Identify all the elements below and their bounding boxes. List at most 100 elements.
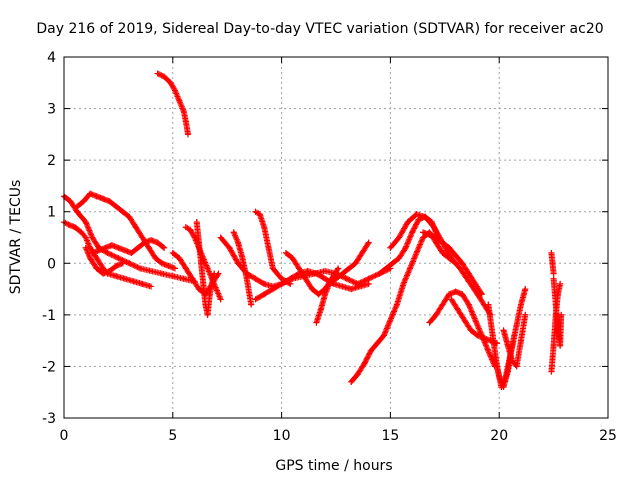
data-point — [387, 317, 394, 324]
data-point — [426, 319, 433, 326]
data-point — [348, 286, 355, 293]
data-point — [365, 239, 372, 246]
data-point — [119, 208, 126, 215]
data-point — [448, 296, 455, 303]
data-point — [269, 265, 276, 272]
data-point — [459, 291, 466, 298]
data-point — [154, 239, 161, 246]
data-point — [393, 301, 400, 308]
data-point — [406, 265, 413, 272]
data-point — [354, 371, 361, 378]
data-point — [211, 270, 218, 277]
data-point — [180, 275, 187, 282]
data-point — [348, 378, 355, 385]
data-point — [439, 301, 446, 308]
series-arc-15 — [313, 239, 372, 326]
data-point — [182, 224, 189, 231]
data-point — [100, 265, 107, 272]
data-point — [557, 342, 564, 349]
data-point — [113, 203, 120, 210]
data-point — [278, 275, 285, 282]
data-point — [154, 70, 161, 77]
data-point — [169, 273, 176, 280]
data-point — [376, 270, 383, 277]
data-point — [402, 244, 409, 251]
x-axis-label: GPS time / hours — [275, 458, 392, 474]
data-point — [430, 224, 437, 231]
data-point — [195, 239, 202, 246]
data-point — [409, 229, 416, 236]
series-markers — [387, 211, 494, 318]
data-point — [261, 224, 268, 231]
data-point — [322, 268, 329, 275]
data-point — [433, 311, 440, 318]
data-point — [89, 249, 96, 256]
data-point — [465, 301, 472, 308]
data-point — [552, 301, 559, 308]
data-point — [158, 270, 165, 277]
data-point — [256, 211, 263, 218]
data-point — [137, 265, 144, 272]
data-point — [517, 301, 524, 308]
data-point — [365, 280, 372, 287]
data-point — [446, 291, 453, 298]
data-point — [202, 301, 209, 308]
data-point — [82, 219, 89, 226]
series-arc-18 — [387, 211, 494, 318]
data-point — [71, 224, 78, 231]
x-tick-label: 15 — [381, 428, 399, 444]
data-point — [102, 244, 109, 251]
data-point — [113, 262, 120, 269]
data-point — [433, 239, 440, 246]
data-point — [161, 73, 168, 80]
data-point — [472, 317, 479, 324]
data-point — [113, 273, 120, 280]
data-point — [195, 286, 202, 293]
series-markers — [252, 208, 294, 287]
y-tick-label: 3 — [47, 102, 56, 118]
y-tick-label: 4 — [47, 50, 56, 66]
data-point — [339, 283, 346, 290]
data-point — [396, 234, 403, 241]
data-point — [148, 237, 155, 244]
data-point — [185, 131, 192, 138]
data-point — [400, 280, 407, 287]
data-point — [513, 322, 520, 329]
data-point — [235, 239, 242, 246]
data-point — [558, 311, 565, 318]
grid-lines — [64, 57, 608, 418]
data-point — [206, 291, 213, 298]
data-point — [74, 208, 81, 215]
series-arc-12 — [252, 208, 294, 287]
data-point — [93, 193, 100, 200]
data-point — [359, 249, 366, 256]
series-arc-6 — [154, 70, 192, 138]
data-point — [161, 244, 168, 251]
data-point — [522, 286, 529, 293]
data-point — [176, 255, 183, 262]
data-point — [106, 268, 113, 275]
data-point — [557, 280, 564, 287]
y-tick-label: -2 — [42, 359, 56, 375]
x-tick-labels: 0 5 10 15 20 25 — [60, 428, 617, 444]
data-point — [261, 280, 268, 287]
data-point — [134, 244, 141, 251]
data-point — [252, 208, 259, 215]
data-point — [365, 275, 372, 282]
y-tick-label: 1 — [47, 205, 56, 221]
data-point — [126, 260, 133, 267]
data-point — [100, 195, 107, 202]
data-point — [148, 268, 155, 275]
data-point — [169, 249, 176, 256]
data-point — [248, 301, 255, 308]
data-point — [239, 255, 246, 262]
data-point — [265, 244, 272, 251]
series-arc-26 — [550, 275, 565, 349]
data-point — [380, 332, 387, 339]
data-point — [446, 244, 453, 251]
data-point — [182, 118, 189, 125]
data-point — [121, 275, 128, 282]
data-point — [459, 260, 466, 267]
series-arc-3 — [74, 190, 178, 272]
